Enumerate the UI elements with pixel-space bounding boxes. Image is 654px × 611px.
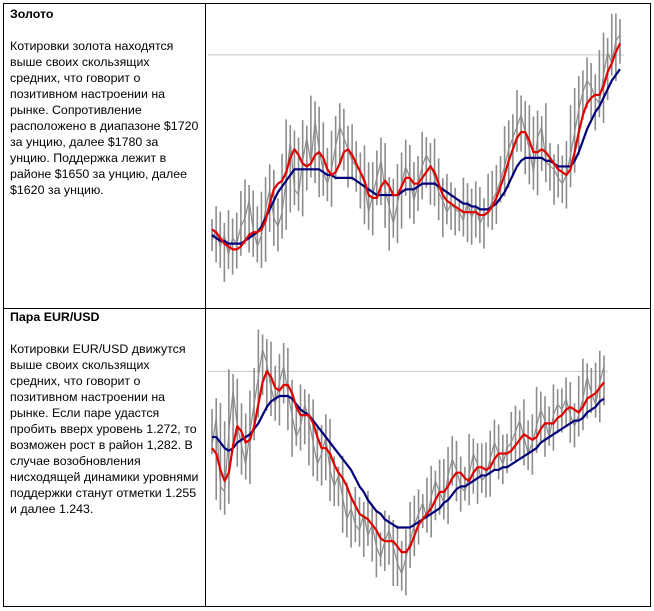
eurusd-title: Пара EUR/USD [10,310,100,324]
eurusd-fast-ma-line [211,370,605,554]
eurusd-price-line [211,349,605,577]
eurusd-price-chart [208,329,608,596]
gold-price-line [211,34,621,256]
gold-text-cell: Золото Котировки золота находятся выше с… [10,6,200,198]
layout-table: Золото Котировки золота находятся выше с… [3,3,651,607]
row-divider [4,308,650,309]
gold-price-series [211,13,621,282]
gold-price-chart [208,13,624,282]
column-divider [205,4,206,606]
eurusd-text-cell: Пара EUR/USD Котировки EUR/USD движутся … [10,309,200,517]
eurusd-price-series [211,329,605,596]
gold-description: Котировки золота находятся выше своих ск… [10,39,199,197]
gold-title: Золото [10,7,54,21]
gold-fast-ma-line [211,42,621,251]
eurusd-description: Котировки EUR/USD движутся выше своих ск… [10,342,199,516]
eurusd-slow-ma-line [212,394,605,529]
